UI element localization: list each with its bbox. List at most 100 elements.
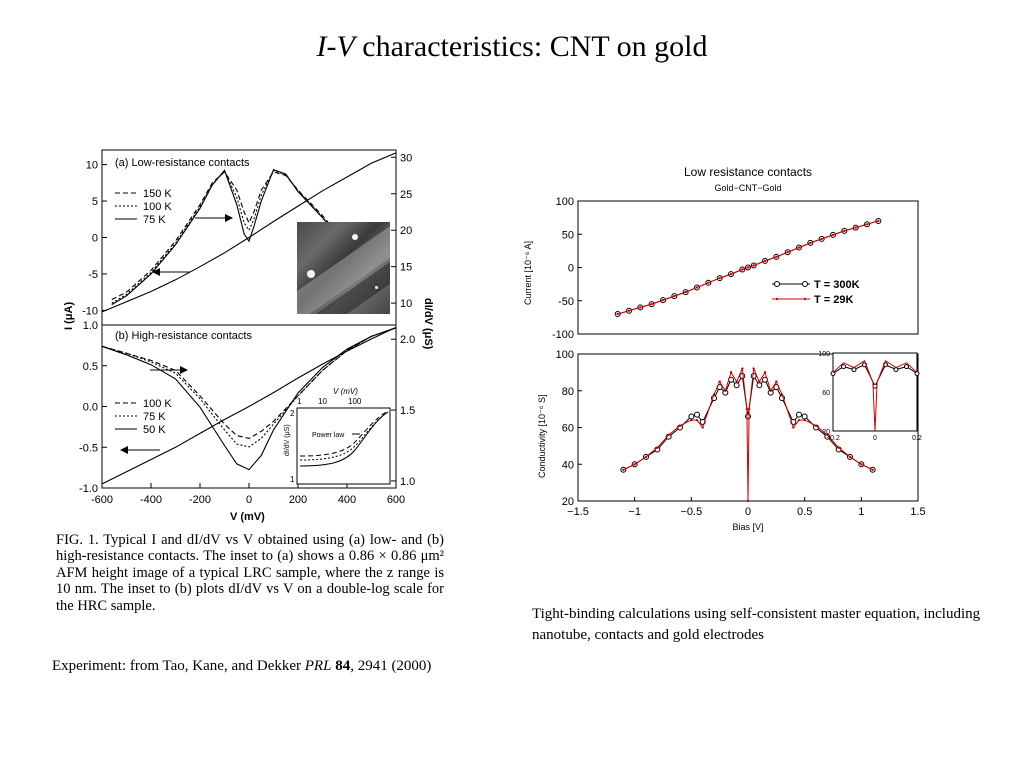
current-marker-29k xyxy=(843,229,846,233)
panel-b-series-2 xyxy=(101,327,397,439)
legend-a-item-1: 150 K xyxy=(143,188,172,200)
x-tick-label: 400 xyxy=(338,494,356,506)
a-right-tick-label: 20 xyxy=(400,225,412,237)
panel-b-series-3 xyxy=(101,327,397,448)
current-marker-29k xyxy=(786,251,789,254)
conductivity-tick-label: 20 xyxy=(562,496,574,508)
a-right-tick-label: 15 xyxy=(400,262,412,274)
x-tick-label: -200 xyxy=(189,494,211,506)
a-right-tick-label: 30 xyxy=(400,152,412,164)
panel-a-series-1 xyxy=(101,152,397,313)
legend-300k: T = 300K xyxy=(814,279,860,291)
current-tick-label: 0 xyxy=(568,263,574,275)
inset-marker-300k xyxy=(904,364,909,370)
conductivity-tick-label: 60 xyxy=(562,423,574,435)
a-left-tick-label: 5 xyxy=(92,196,98,208)
conductivity-marker-300k xyxy=(694,411,700,418)
calculation-note: Tight-binding calculations using self-co… xyxy=(532,606,981,643)
arrow-right-a xyxy=(195,214,233,222)
inset-b-xlabel: V (mV) xyxy=(333,387,358,396)
left-ylabel: I (μA) xyxy=(63,302,75,330)
a-left-tick-label: -5 xyxy=(88,269,98,281)
conductivity-marker-29k xyxy=(729,371,733,374)
conductivity-marker-29k xyxy=(656,446,659,449)
current-marker-29k xyxy=(661,298,665,302)
current-marker-29k xyxy=(616,312,619,316)
bias-tick-label: 0 xyxy=(745,506,751,518)
current-tick-label: -50 xyxy=(558,296,574,308)
svg-text:10: 10 xyxy=(318,397,327,406)
current-marker-29k xyxy=(809,241,812,245)
current-marker-29k xyxy=(797,246,801,249)
arrow-left-a xyxy=(152,268,190,276)
conductivity-marker-29k xyxy=(718,380,721,383)
right-top-title: Low resistance contacts xyxy=(684,165,812,179)
bias-tick-label: −0.5 xyxy=(680,506,702,518)
current-marker-29k xyxy=(650,302,653,306)
b-right-tick-label: 1.5 xyxy=(400,405,415,417)
bias-tick-label: 0.5 xyxy=(797,506,812,518)
conductivity-marker-29k xyxy=(803,418,806,422)
right-legend: T = 300K T = 29K xyxy=(772,279,860,306)
reference-volume: 84 xyxy=(335,658,351,674)
conductivity-tick-label: 80 xyxy=(562,386,574,398)
a-left-tick-label: 0 xyxy=(92,233,98,245)
legend-b-item-2: 75 K xyxy=(143,411,166,423)
a-left-tick-label: 10 xyxy=(86,160,98,172)
current-marker-29k xyxy=(775,255,778,259)
current-marker-29k xyxy=(877,219,880,223)
conductivity-marker-29k xyxy=(797,418,801,422)
inset-marker-300k xyxy=(893,367,899,373)
conductivity-marker-29k xyxy=(775,380,778,383)
conductivity-inset-frame xyxy=(832,352,918,432)
x-tick-label: -400 xyxy=(140,494,162,506)
current-ylabel: Current [10⁻⁶ A] xyxy=(523,241,533,305)
panel-b-series-4 xyxy=(101,327,397,471)
conductivity-marker-300k xyxy=(801,413,808,420)
legend-b-item-3: 50 K xyxy=(143,424,166,436)
bias-xlabel: Bias [V] xyxy=(732,522,763,532)
current-marker-29k xyxy=(695,286,699,289)
legend-b: 100 K 75 K 50 K xyxy=(115,398,172,436)
current-marker-29k xyxy=(763,259,767,263)
conductivity-marker-29k xyxy=(752,367,755,370)
bias-tick-label: 1 xyxy=(858,506,864,518)
slide-title-rest: characteristics: CNT on gold xyxy=(354,30,708,63)
reference-suffix: , 2941 (2000) xyxy=(350,658,432,674)
current-marker-29k xyxy=(854,226,857,229)
conductivity-marker-29k xyxy=(792,426,795,429)
svg-text:100: 100 xyxy=(348,397,362,406)
reference-prefix: Experiment: from Tao, Kane, and Dekker xyxy=(52,658,305,674)
current-marker-29k xyxy=(707,281,710,284)
current-marker-29k xyxy=(729,272,733,276)
current-tick-label: -100 xyxy=(552,329,574,341)
b-left-tick-label: 0.0 xyxy=(83,402,98,414)
current-marker-29k xyxy=(639,306,642,309)
panel-b-series-1 xyxy=(101,326,397,485)
conductivity-marker-29k xyxy=(701,426,704,429)
conductivity-marker-29k xyxy=(860,463,863,466)
conductivity-marker-300k xyxy=(688,413,695,420)
conductivity-marker-300k xyxy=(739,373,746,380)
conductivity-marker-29k xyxy=(690,418,693,422)
svg-text:1: 1 xyxy=(297,397,302,406)
b-right-tick-label: 2.0 xyxy=(400,334,415,346)
current-marker-29k xyxy=(752,264,755,267)
conductivity-marker-29k xyxy=(848,455,852,459)
conductivity-marker-29k xyxy=(644,455,648,459)
inset-b-annotation: Power law xyxy=(312,432,345,439)
conductivity-tick-label: 40 xyxy=(562,459,574,471)
arrow-left-b xyxy=(120,446,160,454)
conductivity-marker-29k xyxy=(633,463,636,466)
x-tick-label: 0 xyxy=(246,494,252,506)
current-marker-29k xyxy=(831,233,835,237)
x-tick-label: -600 xyxy=(91,494,113,506)
conductivity-marker-300k xyxy=(796,411,802,418)
current-marker-29k xyxy=(820,237,823,241)
current-marker-29k xyxy=(718,276,721,280)
conductivity-marker-29k xyxy=(741,367,744,370)
current-marker-29k xyxy=(673,294,676,298)
conductivity-marker-300k xyxy=(756,382,763,389)
